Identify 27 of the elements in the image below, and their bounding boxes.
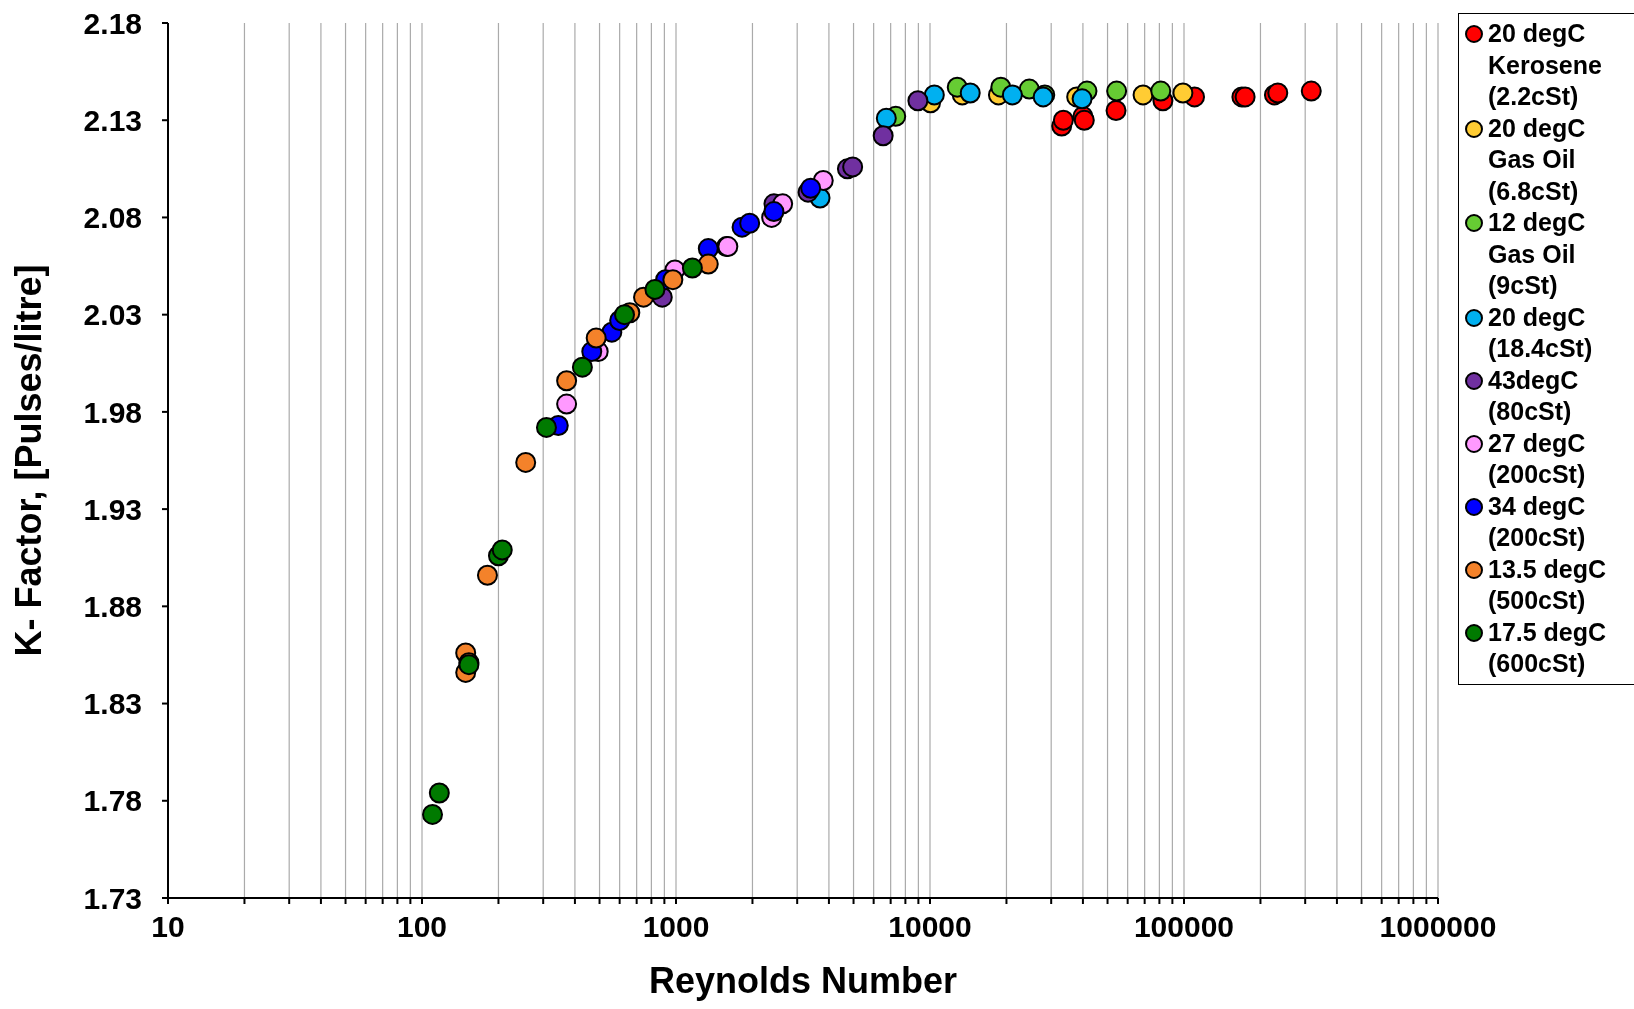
y-tick-label: 1.78 (83, 784, 142, 818)
y-tick-label: 1.73 (83, 881, 142, 915)
legend-label: 34 degC (200cSt) (1488, 490, 1587, 553)
x-tick-label: 10 (151, 910, 185, 944)
x-tick-label: 100000 (1133, 910, 1235, 944)
legend-label: 13.5 degC (500cSt) (1488, 553, 1608, 616)
legend-label: 27 degC (200cSt) (1488, 427, 1587, 490)
y-axis-title: K- Factor, [Pulses/litre] (7, 264, 49, 657)
x-axis-title: Reynolds Number (648, 960, 958, 1001)
y-tick-label: 1.93 (83, 492, 142, 526)
y-tick-label: 2.13 (83, 103, 142, 137)
legend-label: 17.5 degC (600cSt) (1488, 616, 1608, 679)
x-tick-label: 10000 (888, 910, 972, 944)
legend-label: 20 degC (18.4cSt) (1488, 301, 1594, 364)
legend-label: 12 degC Gas Oil (9cSt) (1488, 207, 1587, 301)
legend-label: 20 degC Gas Oil (6.8cSt) (1488, 112, 1587, 207)
y-tick-label: 2.03 (83, 298, 142, 332)
y-tick-label: 2.08 (83, 201, 142, 235)
y-tick-label: 1.88 (83, 589, 142, 623)
x-tick-label: 100 (396, 910, 448, 944)
legend-label: 43degC (80cSt) (1488, 364, 1580, 427)
legend-label: 20 degC Kerosene (2.2cSt) (1488, 18, 1603, 112)
x-tick-label: 1000 (642, 910, 710, 944)
y-tick-label: 1.98 (83, 395, 142, 429)
y-tick-label: 1.83 (83, 687, 142, 721)
y-tick-label: 2.18 (83, 6, 142, 40)
x-tick-label: 1000000 (1379, 910, 1497, 944)
